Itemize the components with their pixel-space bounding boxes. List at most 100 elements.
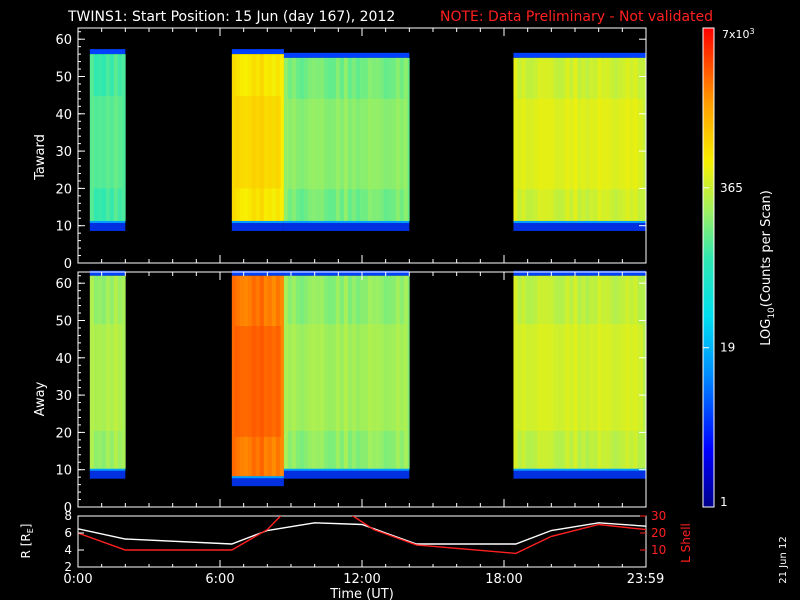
heatmap-cell xyxy=(609,57,614,221)
y-tick-label: 60 xyxy=(55,277,72,292)
heatmap-cell xyxy=(339,57,345,221)
y-tick-label: 30 xyxy=(55,389,72,404)
heatmap-cell xyxy=(239,275,245,477)
segment-top-fringe xyxy=(283,52,410,58)
heatmap-cell xyxy=(557,57,562,221)
x-tick-label: 0:00 xyxy=(63,572,92,587)
heatmap-cell xyxy=(613,57,618,221)
heatmap-cell xyxy=(291,57,297,221)
toward-x-ticks xyxy=(77,28,647,263)
heatmap-cell xyxy=(617,57,622,221)
heatmap-cell xyxy=(391,275,397,469)
heatmap-cell xyxy=(577,57,582,221)
heatmap-cell xyxy=(407,275,410,469)
heatmap-cell xyxy=(235,54,241,221)
heatmap-cell xyxy=(239,54,245,221)
segment-bottom-fringe xyxy=(231,221,284,231)
heatmap-cell xyxy=(105,54,111,221)
heatmap-cell xyxy=(589,57,594,221)
colorbar-tick-label: 19 xyxy=(720,341,735,355)
heatmap-cell xyxy=(617,275,622,469)
heatmap-cell xyxy=(287,57,293,221)
heatmap-cell xyxy=(379,275,385,469)
heatmap-cell xyxy=(573,275,578,469)
heatmap-cell xyxy=(89,275,95,469)
heatmap-cell xyxy=(363,275,369,469)
heatmap-cell xyxy=(295,57,301,221)
heatmap-cell xyxy=(363,57,369,221)
heatmap-core xyxy=(234,96,281,189)
y-tick-label: 10 xyxy=(55,464,72,479)
away-y-label: Away xyxy=(33,381,48,416)
segment-inner-fringe xyxy=(283,467,410,471)
heatmap-cell xyxy=(633,57,638,221)
y-tick-label: 40 xyxy=(55,108,72,123)
heatmap-cell xyxy=(343,275,349,469)
heatmap-cell xyxy=(117,275,123,469)
x-axis-label: Time (UT) xyxy=(329,587,394,600)
colorbar-tick-label: 1 xyxy=(720,495,728,509)
y-tick-label: 20 xyxy=(55,182,72,197)
heatmap-cell xyxy=(597,57,602,221)
heatmap-cell xyxy=(319,57,325,221)
heatmap-cell xyxy=(589,275,594,469)
heatmap-cell xyxy=(613,275,618,469)
away-x-ticks xyxy=(77,272,647,507)
orbit-left-label: R [RE] xyxy=(19,524,35,559)
colorbar: 7x103 365 19 1 LOG10(Counts per Scan) xyxy=(702,27,777,509)
l-shell-series-line xyxy=(78,516,646,555)
orbit-panel: 2 4 6 8 10 20 30 0:00 6:00 12:00 18:00 23:59 R [RE]… xyxy=(19,509,693,600)
heatmap-cell xyxy=(113,275,119,469)
heatmap-cell xyxy=(407,57,410,221)
heatmap-cell xyxy=(335,275,341,469)
heatmap-cell xyxy=(303,57,309,221)
heatmap-cell xyxy=(549,57,554,221)
segment-top-fringe xyxy=(231,270,284,276)
y-tick-label: 30 xyxy=(55,145,72,160)
heatmap-cell xyxy=(521,275,526,469)
heatmap-cell xyxy=(347,57,353,221)
heatmap-cell xyxy=(89,54,95,221)
heatmap-core xyxy=(234,326,281,437)
segment-bottom-fringe xyxy=(89,469,126,479)
heatmap-cell xyxy=(271,275,277,477)
y-tick-label: 60 xyxy=(55,33,72,48)
heatmap-cell xyxy=(101,275,107,469)
heatmap-cell xyxy=(569,275,574,469)
heatmap-cell xyxy=(533,275,538,469)
heatmap-cell xyxy=(279,54,285,221)
heatmap-cell xyxy=(323,57,329,221)
heatmap-cell xyxy=(307,57,313,221)
heatmap-cell xyxy=(513,57,518,221)
x-tick-label: 23:59 xyxy=(627,572,664,587)
heatmap-cell xyxy=(597,275,602,469)
heatmap-cell xyxy=(553,57,558,221)
heatmap-cell xyxy=(275,54,281,221)
segment-bottom-fringe xyxy=(283,469,410,479)
heatmap-cell xyxy=(383,57,389,221)
away-segment-1 xyxy=(231,270,285,487)
heatmap-core xyxy=(92,324,123,431)
segment-inner-fringe xyxy=(231,219,284,223)
heatmap-cell xyxy=(537,275,542,469)
heatmap-cell xyxy=(311,275,317,469)
heatmap-cell xyxy=(315,275,321,469)
colorbar-label: LOG10(Counts per Scan) xyxy=(759,190,777,346)
heatmap-cell xyxy=(299,57,305,221)
segment-top-fringe xyxy=(513,270,646,276)
heatmap-cell xyxy=(383,275,389,469)
heatmap-cell xyxy=(315,57,321,221)
away-y-ticks: 0 10 20 30 40 50 60 xyxy=(55,275,646,516)
heatmap-cell xyxy=(593,275,598,469)
heatmap-cell xyxy=(625,275,630,469)
date-stamp: 21 Jun 12 xyxy=(778,536,789,583)
heatmap-cell xyxy=(323,275,329,469)
orbit-right-tick-label: 20 xyxy=(651,526,666,540)
heatmap-cell xyxy=(93,275,99,469)
toward-y-label: Taward xyxy=(33,134,48,181)
heatmap-cell xyxy=(387,57,393,221)
heatmap-cell xyxy=(101,54,107,221)
heatmap-cell xyxy=(319,275,325,469)
heatmap-cell xyxy=(573,57,578,221)
